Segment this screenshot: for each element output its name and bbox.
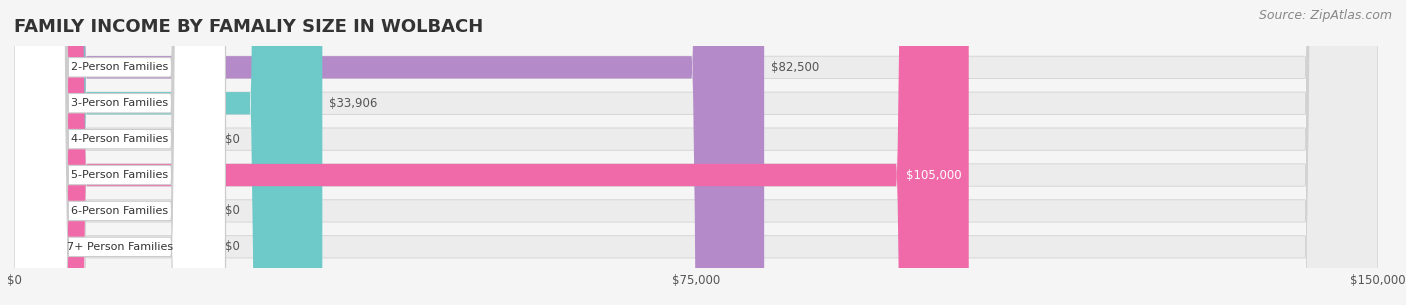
Text: $0: $0 <box>225 133 240 145</box>
Text: $105,000: $105,000 <box>907 169 962 181</box>
Text: FAMILY INCOME BY FAMALIY SIZE IN WOLBACH: FAMILY INCOME BY FAMALIY SIZE IN WOLBACH <box>14 18 484 36</box>
FancyBboxPatch shape <box>14 0 225 305</box>
Text: $0: $0 <box>225 240 240 253</box>
Text: 7+ Person Families: 7+ Person Families <box>66 242 173 252</box>
Text: Source: ZipAtlas.com: Source: ZipAtlas.com <box>1258 9 1392 22</box>
FancyBboxPatch shape <box>14 0 1378 305</box>
Text: 2-Person Families: 2-Person Families <box>72 62 169 72</box>
FancyBboxPatch shape <box>14 0 1378 305</box>
FancyBboxPatch shape <box>14 0 1378 305</box>
Text: $82,500: $82,500 <box>770 61 820 74</box>
FancyBboxPatch shape <box>14 0 322 305</box>
FancyBboxPatch shape <box>14 0 225 305</box>
Text: 5-Person Families: 5-Person Families <box>72 170 169 180</box>
FancyBboxPatch shape <box>14 0 225 305</box>
Text: $0: $0 <box>225 204 240 217</box>
FancyBboxPatch shape <box>14 0 969 305</box>
Text: 6-Person Families: 6-Person Families <box>72 206 169 216</box>
FancyBboxPatch shape <box>14 0 225 305</box>
Text: 4-Person Families: 4-Person Families <box>72 134 169 144</box>
FancyBboxPatch shape <box>14 0 225 305</box>
Text: $33,906: $33,906 <box>329 97 378 110</box>
FancyBboxPatch shape <box>14 0 1378 305</box>
FancyBboxPatch shape <box>14 0 1378 305</box>
FancyBboxPatch shape <box>14 0 225 305</box>
Text: 3-Person Families: 3-Person Families <box>72 98 169 108</box>
FancyBboxPatch shape <box>14 0 765 305</box>
FancyBboxPatch shape <box>14 0 1378 305</box>
